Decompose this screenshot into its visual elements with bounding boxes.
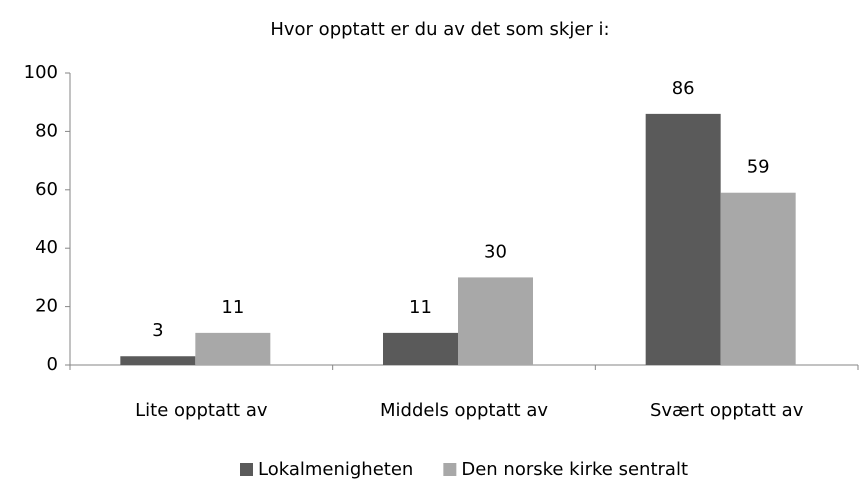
bar bbox=[120, 356, 196, 365]
legend-label: Lokalmenigheten bbox=[258, 459, 413, 480]
y-tick-label: 100 bbox=[24, 62, 58, 83]
legend-swatch bbox=[240, 463, 253, 476]
legend-swatch bbox=[443, 463, 457, 476]
x-tick-label: Middels opptatt av bbox=[380, 400, 548, 421]
y-tick-label: 40 bbox=[35, 237, 58, 258]
data-label: 59 bbox=[747, 157, 770, 178]
bar bbox=[645, 113, 721, 365]
chart-title: Hvor opptatt er du av det som skjer i: bbox=[270, 19, 609, 40]
legend-label: Den norske kirke sentralt bbox=[461, 459, 688, 480]
bar bbox=[458, 277, 533, 365]
data-label: 3 bbox=[152, 320, 163, 341]
y-tick-label: 80 bbox=[35, 120, 58, 141]
y-tick-label: 60 bbox=[35, 179, 58, 200]
y-tick-label: 20 bbox=[35, 296, 58, 317]
bar bbox=[720, 192, 796, 365]
x-tick-label: Svært opptatt av bbox=[650, 400, 804, 421]
data-label: 11 bbox=[221, 297, 244, 318]
bar bbox=[195, 332, 271, 365]
data-label: 86 bbox=[672, 78, 695, 99]
bar bbox=[383, 332, 458, 365]
x-tick-label: Lite opptatt av bbox=[135, 400, 268, 421]
data-label: 30 bbox=[484, 241, 507, 262]
data-label: 11 bbox=[409, 297, 432, 318]
y-tick-label: 0 bbox=[47, 354, 58, 375]
